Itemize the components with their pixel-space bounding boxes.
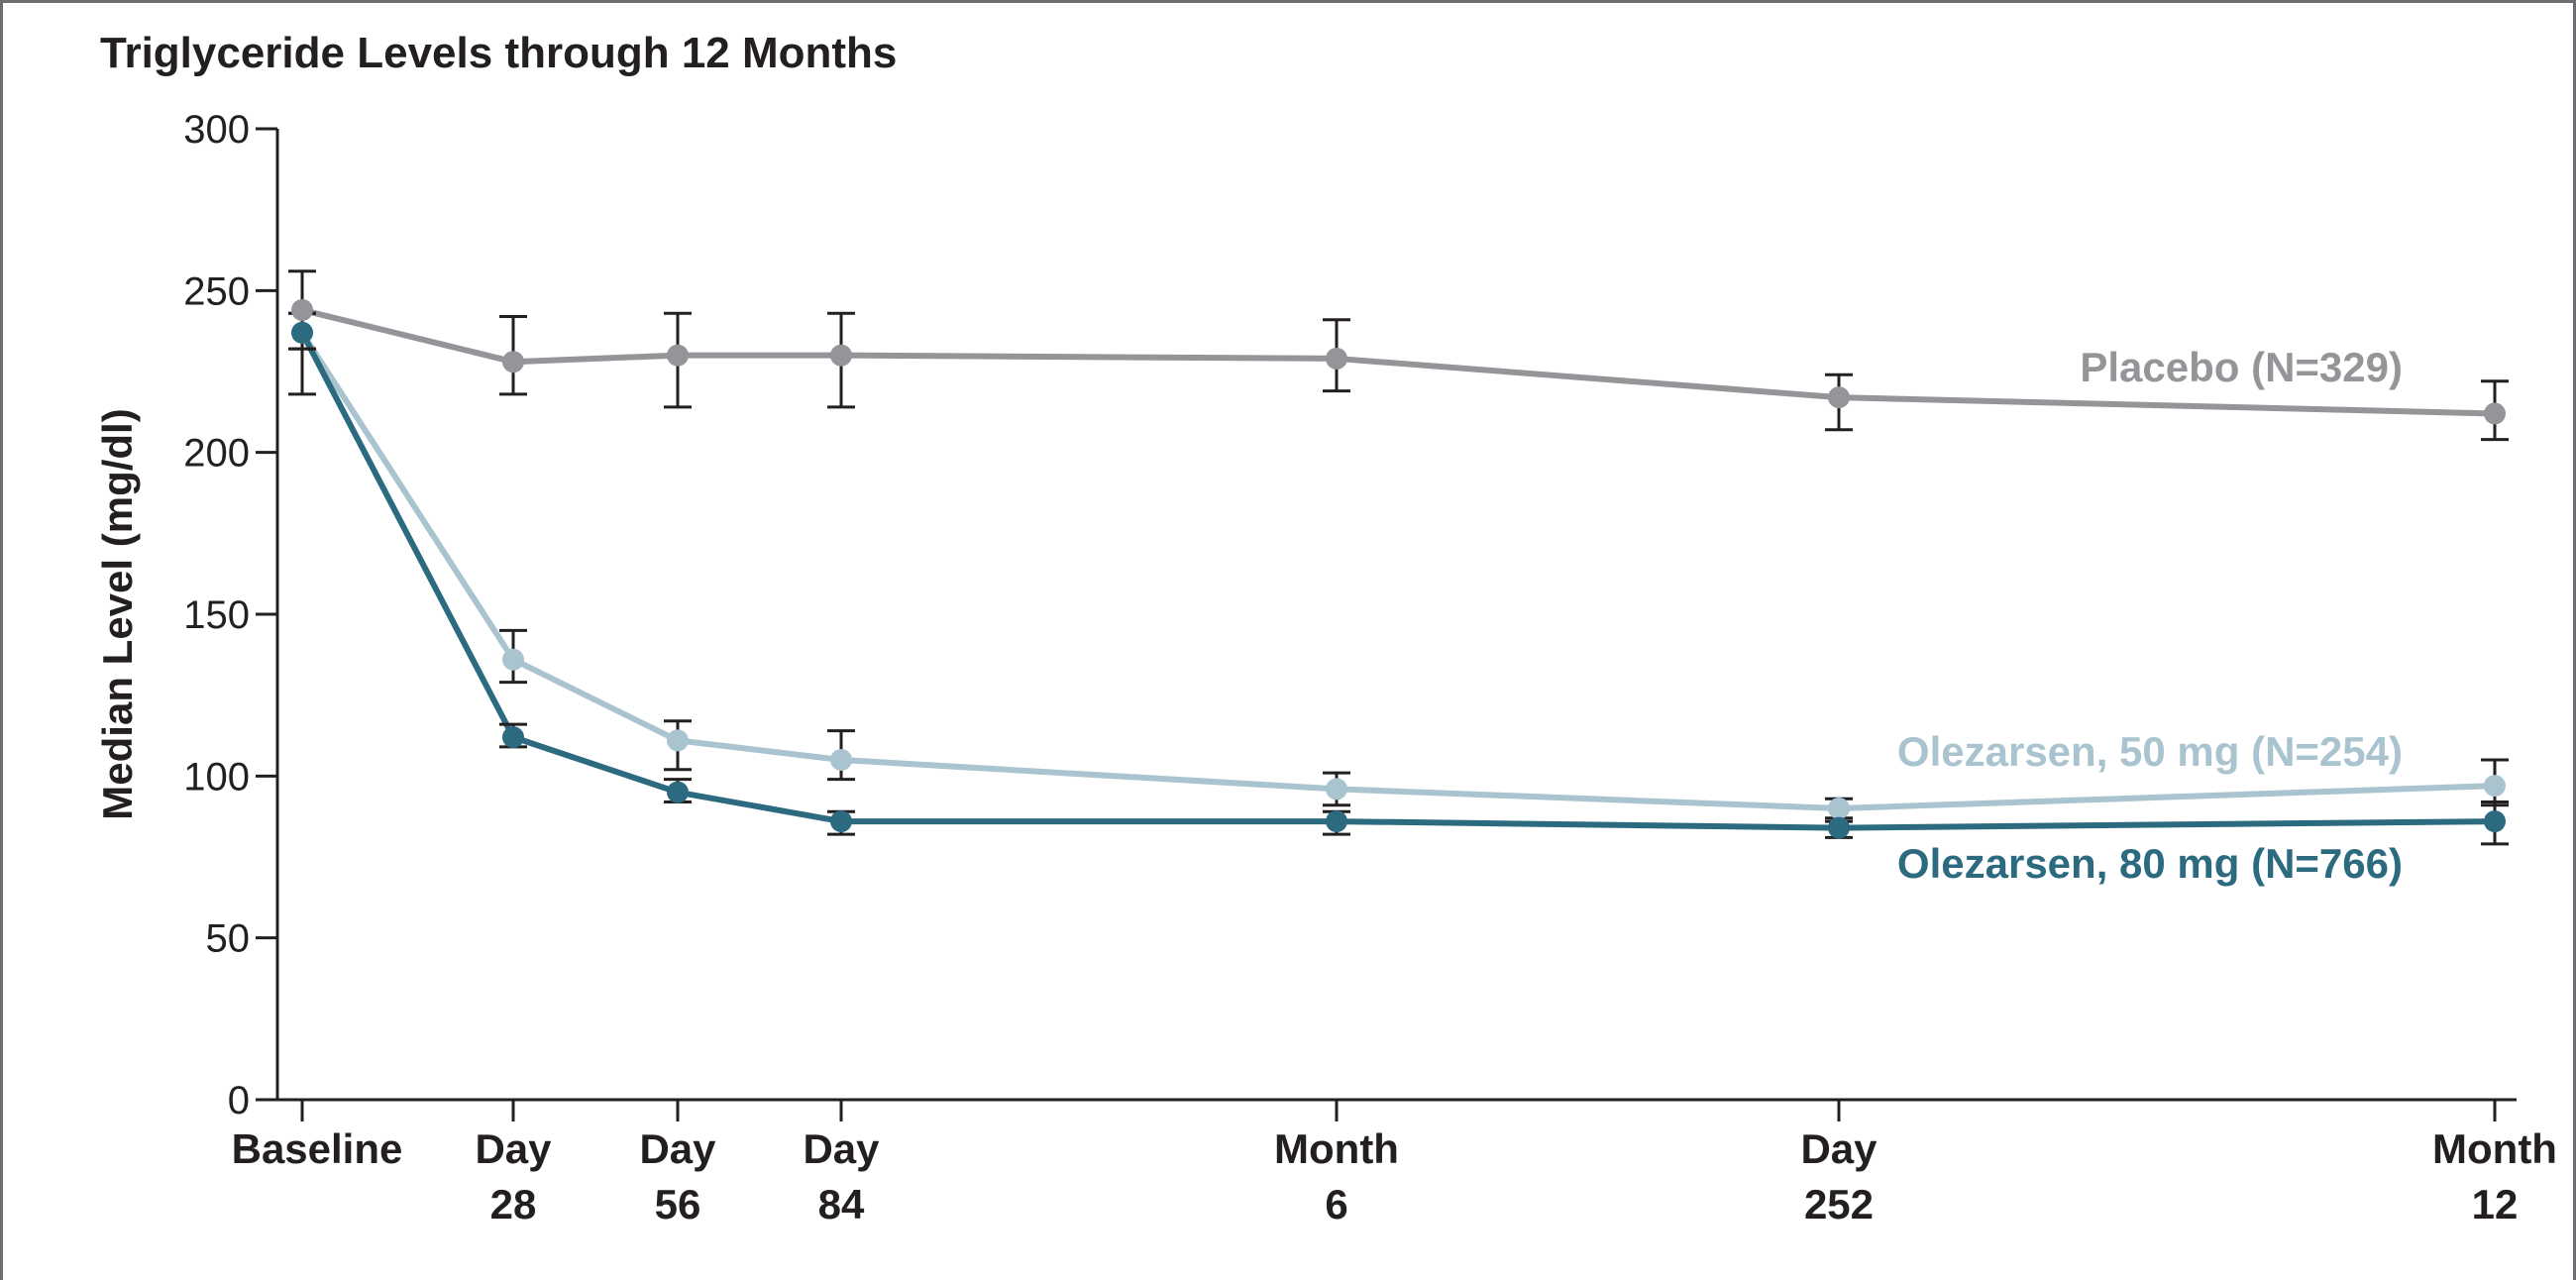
y-tick-label: 150 (183, 593, 250, 637)
x-tick-label: Baseline (232, 1125, 403, 1172)
x-tick-label: 6 (1325, 1181, 1347, 1227)
data-point (667, 344, 689, 367)
axes: 0 50 100 150 200 250 300 Median Level (mg/dl) (94, 108, 2517, 1122)
data-point (1326, 810, 1347, 833)
y-tick-label: 250 (183, 269, 250, 313)
data-point (2484, 810, 2506, 833)
data-point (502, 351, 524, 373)
data-point (291, 298, 313, 321)
x-tick-label: 84 (818, 1181, 865, 1227)
data-point (1828, 816, 1850, 839)
x-tick-label: Day (475, 1125, 552, 1172)
data-point (1326, 778, 1347, 800)
data-point (830, 344, 852, 367)
y-tick-label: 0 (228, 1079, 250, 1122)
data-point (667, 729, 689, 752)
y-tick-label: 200 (183, 432, 250, 476)
series-label: Olezarsen, 50 mg (N=254) (1897, 728, 2403, 775)
series-layer (288, 269, 2509, 846)
y-axis-title: Median Level (mg/dl) (94, 408, 141, 819)
y-tick-label: 100 (183, 755, 250, 799)
data-point (830, 810, 852, 833)
x-tick-label: Day (803, 1125, 880, 1172)
y-tick-label: 300 (183, 108, 250, 152)
data-point (291, 321, 313, 344)
x-tick-label: Day (1800, 1125, 1878, 1172)
x-tick-label: Day (639, 1125, 716, 1172)
data-point (2484, 775, 2506, 798)
data-point (502, 648, 524, 671)
x-tick-label: 252 (1804, 1181, 1874, 1227)
x-tick-label: Month (1274, 1125, 1399, 1172)
y-tick-label: 50 (206, 917, 251, 961)
series-label: Olezarsen, 80 mg (N=766) (1897, 840, 2403, 887)
x-tick-label: 12 (2472, 1181, 2519, 1227)
labels-layer: Baseline Day 28 Day 56 Day 84 Month 6 Day 252 Month… (232, 344, 2557, 1227)
series-label: Placebo (N=329) (2080, 344, 2403, 390)
data-point (1326, 347, 1347, 370)
data-point (1828, 386, 1850, 409)
x-tick-label: 28 (490, 1181, 537, 1227)
chart-title: Triglyceride Levels through 12 Months (100, 29, 898, 77)
data-point (502, 726, 524, 749)
data-point (1828, 798, 1850, 819)
data-point (830, 749, 852, 771)
x-tick-label: Month (2432, 1125, 2557, 1172)
x-tick-label: 56 (655, 1181, 701, 1227)
data-point (2484, 402, 2506, 425)
data-point (667, 781, 689, 803)
